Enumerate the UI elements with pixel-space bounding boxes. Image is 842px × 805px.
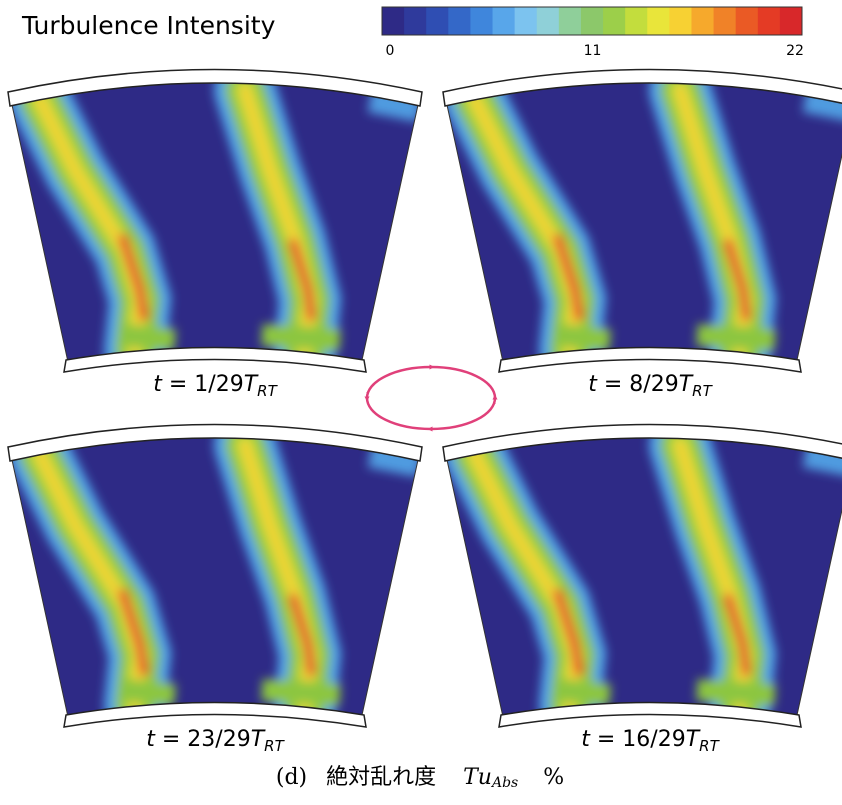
hot-core xyxy=(117,588,150,676)
hot-core xyxy=(552,588,585,676)
foot-band xyxy=(261,679,341,706)
colorbar-tick-label: 0 xyxy=(386,43,395,59)
colorbar-segment xyxy=(492,7,516,35)
inner-rim xyxy=(63,701,367,728)
colorbar-segment xyxy=(558,7,582,35)
edge-glow xyxy=(367,87,418,123)
foot-band xyxy=(261,324,341,351)
outer-rim xyxy=(442,423,842,462)
streaks xyxy=(447,82,842,362)
edge-glow xyxy=(367,442,418,478)
foot-band xyxy=(696,679,776,706)
inner-rim xyxy=(63,346,367,373)
edge-glow xyxy=(12,503,35,687)
colorbar-segment xyxy=(536,7,560,35)
period-symbol: T xyxy=(679,372,694,397)
caption-label: (d) xyxy=(276,765,307,790)
foot-band xyxy=(554,324,611,351)
edge-glow xyxy=(802,442,842,478)
colorbar-segment xyxy=(779,7,803,35)
period-subscript: RT xyxy=(692,382,713,400)
colorbar-segment xyxy=(426,7,449,35)
caption-text: 絶対乱れ度 xyxy=(326,765,436,790)
caption-subscript: Abs xyxy=(490,775,518,791)
period-subscript: RT xyxy=(257,382,278,400)
caption-unit: % xyxy=(543,765,564,790)
colorbar-segment xyxy=(647,7,670,35)
edge-glow xyxy=(447,148,470,332)
time-fraction: = 8/29 xyxy=(597,372,679,397)
hot-core xyxy=(722,238,752,321)
time-variable: t xyxy=(581,727,591,752)
colorbar-frame xyxy=(381,6,803,36)
time-fraction: = 1/29 xyxy=(162,372,244,397)
colorbar-segment xyxy=(448,7,471,35)
edge-glow xyxy=(447,503,470,687)
streaks xyxy=(12,437,418,717)
panel-label: t = 1/29TRT xyxy=(153,372,278,400)
period-subscript: RT xyxy=(699,737,720,755)
panel-label: t = 8/29TRT xyxy=(588,372,713,400)
foot-band xyxy=(554,679,611,706)
time-variable: t xyxy=(588,372,598,397)
colorbar-tick-label: 11 xyxy=(584,43,602,59)
colorbar-segment xyxy=(404,7,427,35)
colorbar-title: Turbulence Intensity xyxy=(21,11,276,40)
contour-field xyxy=(12,437,418,717)
colorbar-segment xyxy=(382,7,405,35)
edge-glow xyxy=(12,148,35,332)
outer-rim xyxy=(442,68,842,107)
colorbar-segment xyxy=(757,7,781,35)
hot-core xyxy=(287,593,317,676)
contour-panel: t = 8/29TRT xyxy=(442,68,842,400)
colorbar-segment xyxy=(514,7,538,35)
inner-rim xyxy=(498,346,802,373)
contour-field xyxy=(447,82,842,362)
time-variable: t xyxy=(153,372,163,397)
colorbar-segment xyxy=(625,7,648,35)
panel-label: t = 23/29TRT xyxy=(146,727,285,755)
time-fraction: = 16/29 xyxy=(590,727,686,752)
foot-band xyxy=(119,679,176,706)
caption-symbol: Tu xyxy=(463,765,492,790)
period-subscript: RT xyxy=(264,737,285,755)
colorbar-segment xyxy=(735,7,759,35)
hot-core xyxy=(722,593,752,676)
colorbar-segment xyxy=(603,7,626,35)
foot-band xyxy=(119,324,176,351)
contour-panel: t = 23/29TRT xyxy=(7,423,423,755)
outer-rim xyxy=(7,68,423,107)
panel-label: t = 16/29TRT xyxy=(581,727,720,755)
inner-rim xyxy=(498,701,802,728)
outer-rim xyxy=(7,423,423,462)
colorbar-segment xyxy=(713,7,737,35)
colorbar-segment xyxy=(580,7,604,35)
colorbar-segment xyxy=(691,7,715,35)
contour-panel: t = 16/29TRT xyxy=(442,423,842,755)
hot-core xyxy=(287,238,317,321)
edge-glow xyxy=(802,87,842,123)
time-fraction: = 23/29 xyxy=(155,727,251,752)
period-symbol: T xyxy=(244,372,259,397)
hot-core xyxy=(117,233,150,321)
period-symbol: T xyxy=(686,727,701,752)
hot-core xyxy=(552,233,585,321)
caption: (d) 絶対乱れ度 TuAbs % xyxy=(276,765,564,795)
contour-panel: t = 1/29TRT xyxy=(7,68,423,400)
colorbar-segment xyxy=(669,7,692,35)
colorbar: 0 11 22 xyxy=(381,6,804,59)
foot-band xyxy=(696,324,776,351)
cycle-arrows xyxy=(364,364,498,432)
period-symbol: T xyxy=(251,727,266,752)
time-variable: t xyxy=(146,727,156,752)
colorbar-segment xyxy=(470,7,494,35)
colorbar-tick-label: 22 xyxy=(786,43,804,59)
